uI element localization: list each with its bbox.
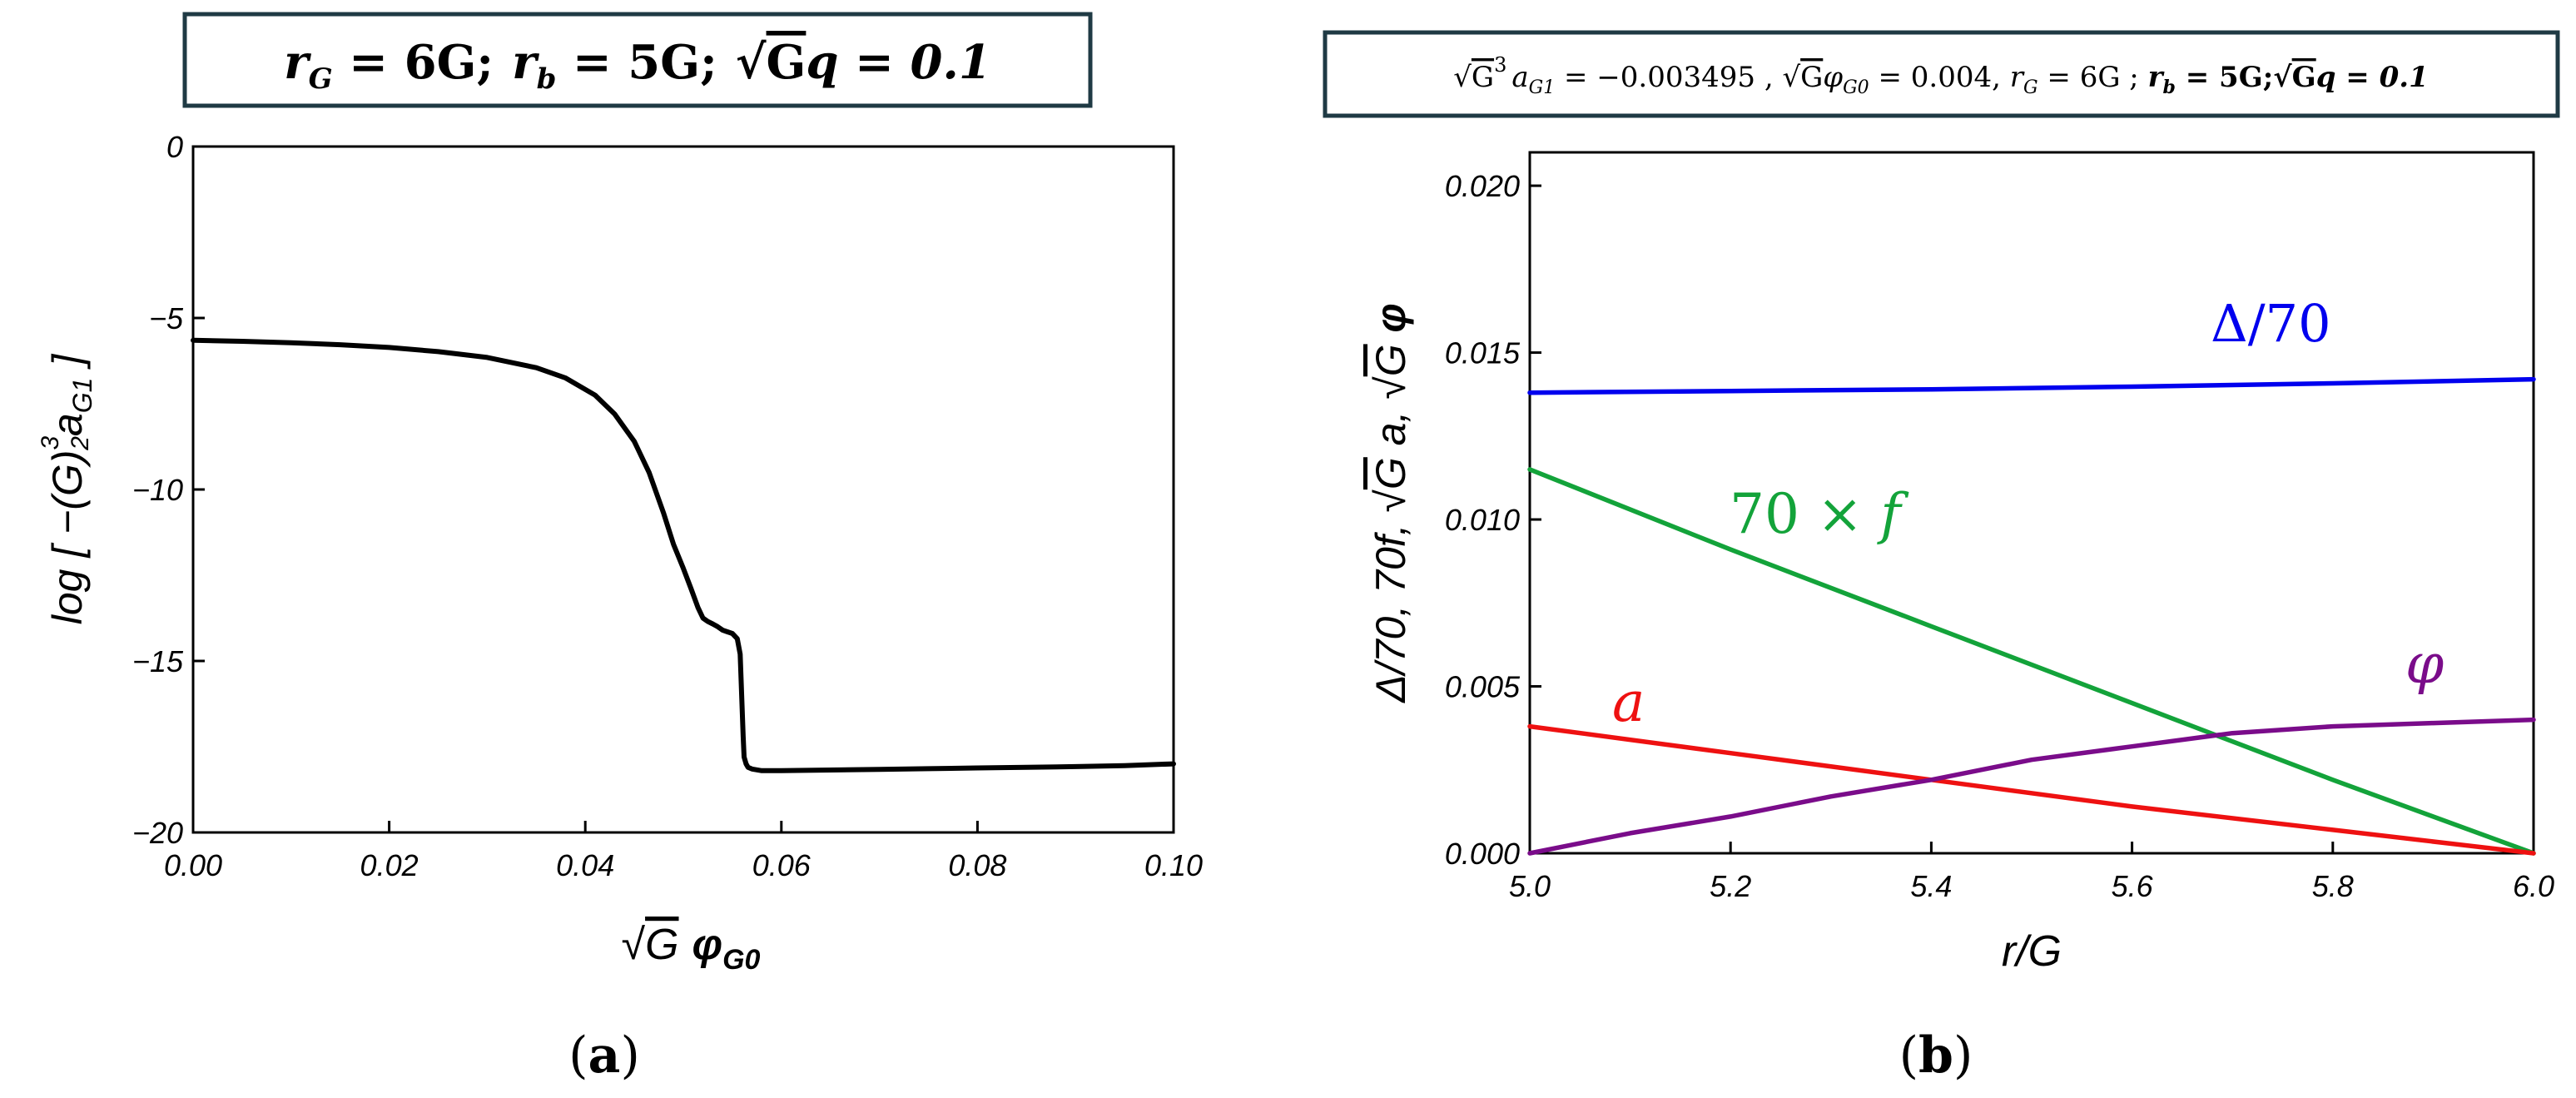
panel-a-title-box — [182, 12, 1093, 108]
y-tick-label: 0.005 — [1445, 670, 1521, 704]
x-tick-label: 5.0 — [1509, 869, 1551, 903]
series-line-b — [1527, 717, 2536, 856]
x-tick-label: 0.08 — [948, 848, 1006, 882]
x-tick-label: 5.6 — [2112, 869, 2154, 903]
panel-a-caption: (a) — [568, 1026, 640, 1085]
x-tick-label: 0.04 — [556, 848, 614, 882]
label-a: a — [1612, 670, 1645, 734]
panel-a-ylabel: log [ −(G)3 2aG1 ] — [37, 354, 97, 625]
x-tick-label: 5.2 — [1710, 869, 1751, 903]
label-phi: φ — [2405, 632, 2444, 696]
label-f: 70 × f — [1730, 482, 1909, 546]
x-tick-label: 0.00 — [164, 848, 222, 882]
y-tick-label: 0.020 — [1445, 169, 1520, 203]
panel-a-xlabel: √G φG0 — [622, 921, 761, 976]
panel-b-title-box — [1323, 30, 2560, 118]
panel-b-plot-frame — [1528, 151, 2535, 855]
y-tick-label: 0 — [166, 130, 183, 164]
panel-a-series — [191, 337, 1176, 773]
panel-b-series — [1527, 376, 2536, 856]
panel-b-ylabel: Δ/70, 70f, √G a, √G φ — [1367, 303, 1414, 703]
series-line-b — [1527, 376, 2536, 395]
panel-b: √G3 aG1 = −0.003495 , √GφG0 = 0.004, rG =… — [1323, 30, 2560, 1085]
panel-b-xlabel: r/G — [2002, 927, 2062, 976]
x-tick-label: 5.8 — [2312, 869, 2354, 903]
x-tick-label: 0.06 — [752, 848, 812, 882]
panel-b-caption: (b) — [1899, 1026, 1973, 1085]
x-tick-label: 0.02 — [360, 848, 419, 882]
y-tick-label: 0.010 — [1445, 503, 1520, 537]
panel-b-title: √G3 aG1 = −0.003495 , √GφG0 = 0.004, rG =… — [1453, 53, 2429, 98]
y-tick-label: 0.000 — [1445, 837, 1520, 871]
x-tick-label: 5.4 — [1910, 869, 1952, 903]
panel-a: rG = 6G; rb = 5G; √Gq = 0.1 0.00 0.02 0.04 0.… — [37, 12, 1203, 1085]
panel-a-plot-frame — [191, 145, 1175, 834]
series-line-b — [1527, 467, 2536, 856]
y-tick-label: 0.015 — [1445, 336, 1521, 370]
panel-a-ticks: 0.00 0.02 0.04 0.06 0.08 0.10 0 −5 −10 −15 −20 — [132, 130, 1203, 882]
panel-a-title: rG = 6G; rb = 5G; √Gq = 0.1 — [284, 35, 991, 96]
x-tick-label: 0.10 — [1144, 848, 1203, 882]
y-tick-label: −20 — [132, 816, 183, 850]
panel-b-ticks: 5.0 5.2 5.4 5.6 5.8 6.0 0.000 0.005 0.010 0.015 0.… — [1445, 169, 2554, 903]
y-tick-label: −10 — [132, 473, 183, 507]
label-delta: Δ/70 — [2211, 293, 2331, 354]
series-line-b — [1527, 723, 2536, 856]
y-tick-label: −5 — [149, 301, 184, 335]
x-tick-label: 6.0 — [2513, 869, 2554, 903]
series-line-a — [191, 337, 1176, 773]
y-tick-label: −15 — [132, 644, 184, 678]
